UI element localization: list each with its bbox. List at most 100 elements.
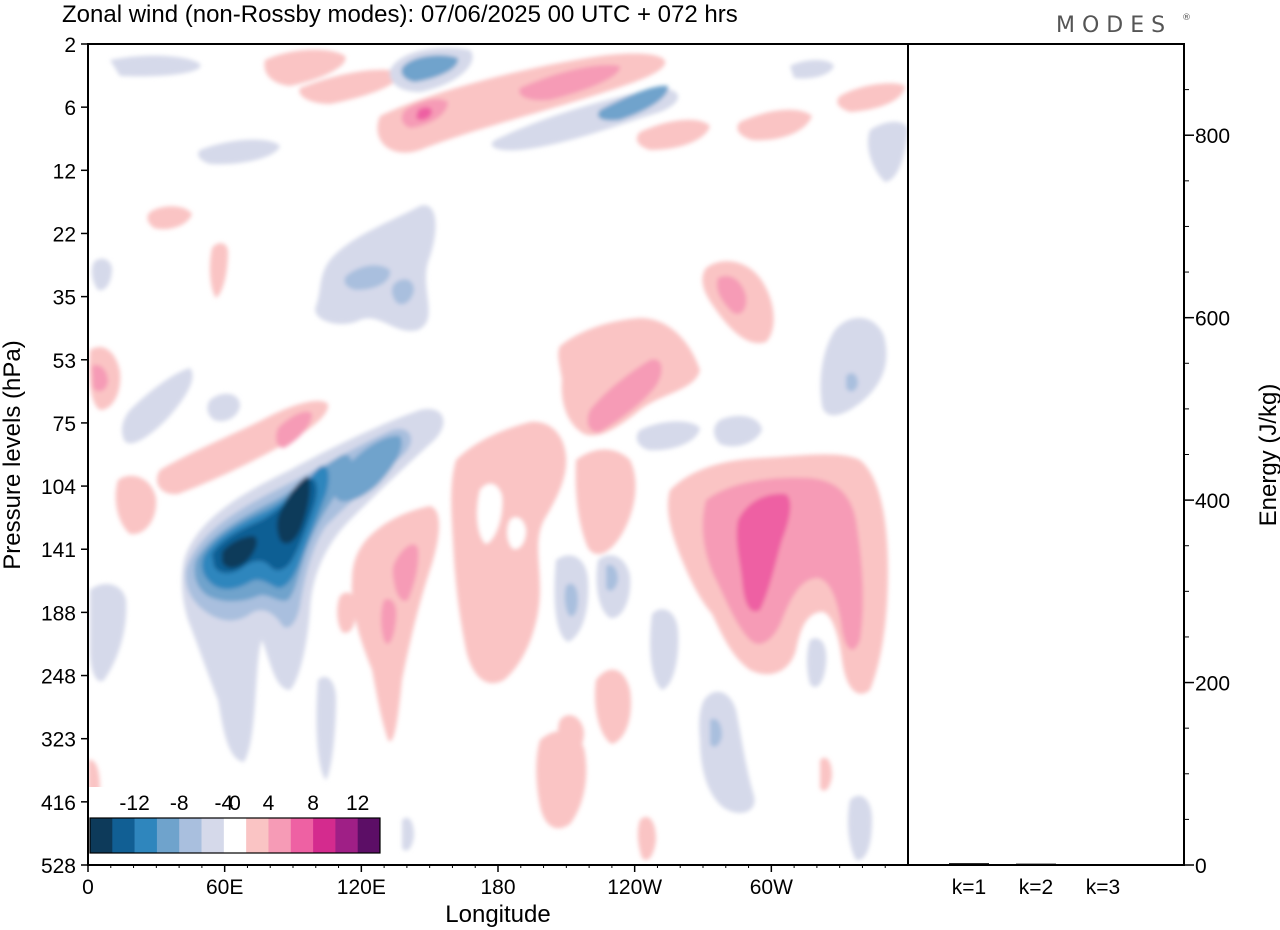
- y-tick-label: 141: [41, 539, 76, 562]
- colorbar-label: 4: [263, 792, 275, 815]
- energy-panel-frame: [907, 43, 1185, 866]
- y-tick-label: 188: [41, 602, 76, 625]
- energy-category-label: k=2: [1019, 876, 1053, 899]
- contour-blob: [848, 795, 872, 861]
- colorbar-label: -4: [215, 792, 234, 815]
- y-tick-label: 2: [64, 34, 76, 57]
- contour-blob: [636, 119, 710, 150]
- contour-blob: [402, 817, 414, 851]
- colorbar-label: 12: [346, 792, 369, 815]
- y-tick-label: 22: [53, 223, 76, 246]
- contour-blob: [536, 730, 587, 829]
- contour-blob: [316, 676, 336, 780]
- contour-blob: [820, 757, 832, 791]
- contour-blob: [344, 265, 391, 290]
- contour-blob: [110, 55, 201, 77]
- contour-blob: [337, 592, 356, 633]
- contour-blob: [598, 85, 669, 121]
- contour-blob: [122, 368, 193, 444]
- colorbar-swatch: [90, 818, 113, 853]
- contour-blob: [837, 83, 905, 112]
- contour-blob: [575, 449, 636, 555]
- contour-blob: [198, 139, 280, 165]
- contour-blob: [90, 584, 127, 682]
- contour-blob: [391, 279, 414, 305]
- contour-blob: [587, 359, 662, 433]
- contour-blob: [91, 258, 112, 291]
- contour-blob: [507, 517, 526, 550]
- contour-blob: [334, 435, 402, 502]
- contour-blob: [276, 411, 312, 448]
- contour-blob: [807, 638, 827, 688]
- colorbar-swatch: [290, 818, 314, 853]
- y-axis-label: Pressure levels (hPa): [0, 340, 26, 569]
- contour-blob: [737, 109, 812, 141]
- y-tick-label: 323: [41, 729, 76, 752]
- contour-blob: [558, 715, 584, 754]
- x-tick-label: 180: [480, 876, 515, 899]
- colorbar-swatch: [223, 818, 247, 853]
- colorbar-label: -12: [119, 792, 149, 815]
- contour-blob: [710, 718, 722, 747]
- contour-blob: [416, 107, 432, 120]
- energy-tick-label: 600: [1195, 308, 1230, 331]
- contour-blob: [716, 276, 747, 315]
- energy-category-label: k=3: [1086, 876, 1120, 899]
- x-axis-label: Longitude: [445, 901, 550, 928]
- contour-blob: [392, 544, 419, 602]
- colorbar-label: 8: [307, 792, 319, 815]
- contour-blob: [636, 421, 700, 451]
- contour-blob: [147, 206, 192, 230]
- energy-bar: [1083, 864, 1123, 866]
- contour-blob: [222, 536, 257, 568]
- contour-blob: [207, 393, 240, 422]
- energy-bar: [949, 863, 989, 865]
- contour-blob: [736, 493, 791, 612]
- colorbar: -12 -8 -40 4 8 12: [88, 787, 382, 857]
- longitude-axis: 0 60E 120E 180 120W 60W: [82, 865, 886, 899]
- chart-title: Zonal wind (non-Rossby modes): 07/06/202…: [62, 1, 738, 28]
- y-tick-label: 104: [41, 476, 76, 499]
- logo-registered-mark: ®: [1182, 13, 1191, 23]
- energy-bar: [1016, 863, 1056, 866]
- x-tick-label: 0: [82, 876, 94, 899]
- contour-blob: [181, 408, 444, 762]
- contour-blob: [790, 60, 834, 79]
- modes-logo: MODES ®: [1056, 13, 1191, 38]
- contour-blob: [714, 415, 762, 447]
- colorbar-swatch: [179, 818, 202, 853]
- contour-blob: [867, 121, 908, 182]
- x-tick-label: 120E: [337, 876, 386, 899]
- contour-blob: [650, 609, 679, 690]
- energy-category-label: k=1: [952, 876, 986, 899]
- contour-blob: [519, 64, 621, 101]
- colorbar-swatch: [357, 818, 381, 853]
- contour-blob: [299, 69, 401, 104]
- wind-contour-field: [88, 47, 908, 861]
- x-tick-label: 120W: [607, 876, 662, 899]
- y-tick-label: 416: [41, 792, 76, 815]
- energy-axis-label: Energy (J/kg): [1255, 384, 1280, 527]
- contour-blob: [477, 483, 503, 544]
- contour-blob: [264, 49, 346, 86]
- y-tick-label: 12: [53, 160, 76, 183]
- x-tick-label: 60E: [206, 876, 243, 899]
- contour-blob: [451, 421, 567, 684]
- colorbar-swatch: [246, 818, 269, 853]
- contour-blob: [637, 816, 656, 860]
- contour-blob: [92, 364, 108, 392]
- colorbar-swatch: [112, 818, 135, 853]
- energy-tick-label: 800: [1195, 125, 1230, 148]
- logo-text: MODES: [1056, 13, 1172, 38]
- colorbar-swatch: [335, 818, 358, 853]
- energy-tick-label: 200: [1195, 673, 1230, 696]
- contour-blob: [381, 598, 397, 644]
- colorbar-swatch: [156, 818, 180, 853]
- contour-blob: [277, 476, 310, 544]
- energy-bar-chart: 0 200 400 600 800 k=1 k=2 k=3: [949, 89, 1230, 899]
- colorbar-label: -8: [170, 792, 189, 815]
- colorbar-swatch: [134, 818, 158, 853]
- colorbar-label: 0: [229, 792, 241, 815]
- y-tick-label: 248: [41, 666, 76, 689]
